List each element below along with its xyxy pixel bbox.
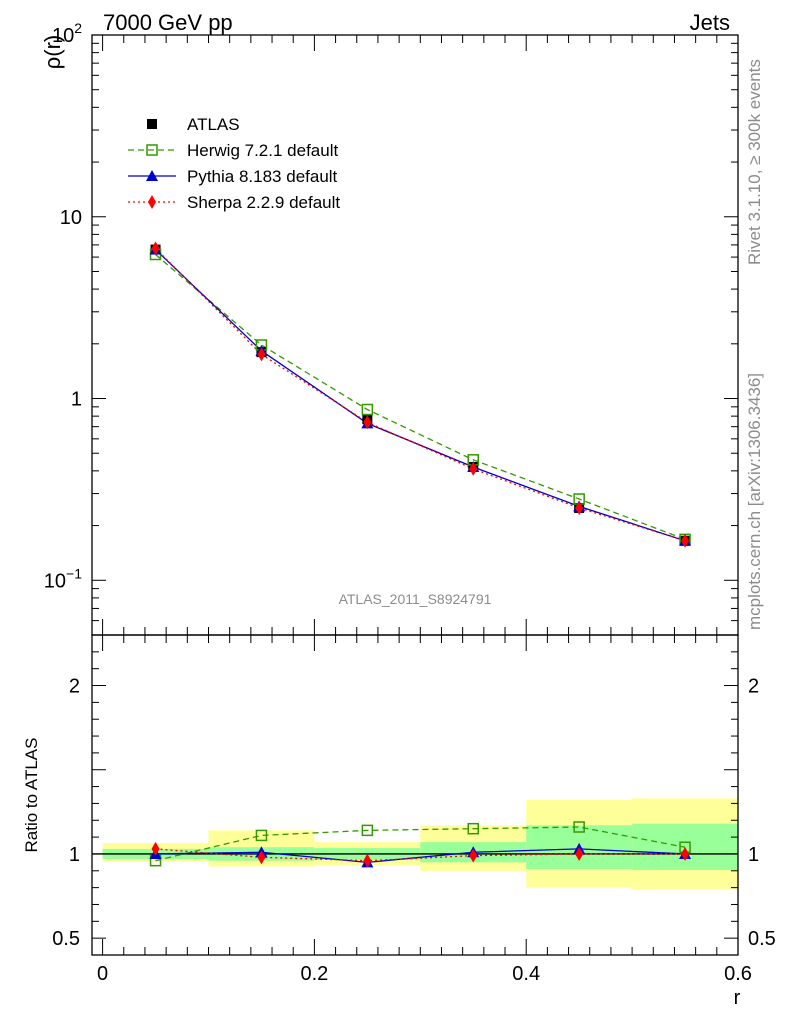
sherpa-point xyxy=(363,853,372,868)
main-y-axis-label: ρ(r) xyxy=(40,35,65,70)
main-y-tick-label-base: 1 xyxy=(71,389,82,411)
ratio-y-tick-label-right: 2 xyxy=(748,676,759,698)
main-y-tick-label: 10 xyxy=(60,207,82,229)
main-y-tick-label: 102 xyxy=(52,20,82,47)
herwig-point xyxy=(467,822,479,835)
sherpa-point xyxy=(681,533,690,548)
x-tick-label: 0.4 xyxy=(512,963,540,985)
legend-item-pythia: Pythia 8.183 default xyxy=(128,167,338,186)
herwig-point xyxy=(146,144,158,156)
source-url-text: mcplots.cern.ch [arXiv:1306.3436] xyxy=(745,373,764,630)
legend-label: ATLAS xyxy=(187,115,240,134)
sherpa-point xyxy=(575,846,584,861)
sherpa-point xyxy=(257,347,266,362)
ratio-y-tick-label: 1 xyxy=(69,844,80,866)
ratio-panel: 0.5 0.5 1 1 2 2 0 0.2 0.4 0.6 Ratio to ATLAS r xyxy=(22,35,776,1009)
main-y-tick-label-base: 10 xyxy=(60,207,82,229)
ratio-plot-area xyxy=(92,821,738,868)
herwig-point xyxy=(255,829,268,842)
main-y-tick-label-base: 10 xyxy=(52,25,74,47)
main-y-tick-label-base: 10 xyxy=(44,570,66,592)
herwig-point xyxy=(361,824,374,837)
legend-item-sherpa: Sherpa 2.2.9 default xyxy=(128,193,340,212)
herwig-series-line xyxy=(155,254,686,540)
sherpa-point xyxy=(681,846,690,861)
ratio-y-tick-label: 0.5 xyxy=(52,928,80,950)
herwig-ratio-line xyxy=(155,826,686,862)
main-y-tick-label-exponent: 2 xyxy=(74,20,82,36)
header-right-title: Jets xyxy=(690,10,730,35)
sherpa-point xyxy=(469,848,478,863)
ratio-uncertainty-bands xyxy=(102,798,738,890)
pythia-point xyxy=(146,170,158,181)
x-tick-label: 0.6 xyxy=(724,963,752,985)
pythia-series-line xyxy=(155,249,686,542)
x-axis: 0 0.2 0.4 0.6 xyxy=(97,35,752,985)
sherpa-point xyxy=(257,850,266,865)
legend-item-herwig: Herwig 7.2.1 default xyxy=(128,141,338,160)
main-y-tick-label-exponent: −1 xyxy=(66,565,82,581)
legend-item-atlas: ATLAS xyxy=(147,115,240,134)
sherpa-ratio-line xyxy=(155,848,686,862)
ratio-y-axis: 0.5 0.5 1 1 2 2 xyxy=(52,634,776,956)
legend-label: Sherpa 2.2.9 default xyxy=(187,193,340,212)
x-tick-label: 0.2 xyxy=(300,963,328,985)
legend-label: Pythia 8.183 default xyxy=(187,167,338,186)
main-y-tick-label: 10−1 xyxy=(44,565,82,592)
header-left-title: 7000 GeV pp xyxy=(103,10,233,35)
ratio-y-tick-label-right: 0.5 xyxy=(748,928,776,950)
ratio-y-axis-label: Ratio to ATLAS xyxy=(22,738,41,853)
ratio-y-tick-label: 2 xyxy=(69,676,80,698)
ratio-y-tick-label-right: 1 xyxy=(748,844,759,866)
rivet-version-text: Rivet 3.1.10, ≥ 300k events xyxy=(745,59,764,265)
x-axis-label: r xyxy=(734,987,741,1009)
sherpa-series-line xyxy=(155,247,686,542)
legend-label: Herwig 7.2.1 default xyxy=(187,141,338,160)
sherpa-point xyxy=(363,415,372,430)
sherpa-point xyxy=(151,841,160,856)
main-plot-area xyxy=(149,241,692,548)
atlas-data-point xyxy=(147,119,157,129)
herwig-point xyxy=(573,821,585,833)
main-y-tick-label: 1 xyxy=(71,389,82,411)
legend: ATLAS Herwig 7.2.1 default Pythia 8.183 de… xyxy=(128,115,340,212)
sherpa-point xyxy=(575,500,584,515)
analysis-label: ATLAS_2011_S8924791 xyxy=(339,591,492,607)
sherpa-point xyxy=(469,461,478,476)
x-tick-label: 0 xyxy=(97,963,108,985)
sherpa-point xyxy=(151,241,160,256)
sherpa-point xyxy=(148,195,156,209)
pythia-ratio-line xyxy=(155,848,686,864)
herwig-point xyxy=(361,403,374,416)
ratio-frame xyxy=(91,634,739,956)
